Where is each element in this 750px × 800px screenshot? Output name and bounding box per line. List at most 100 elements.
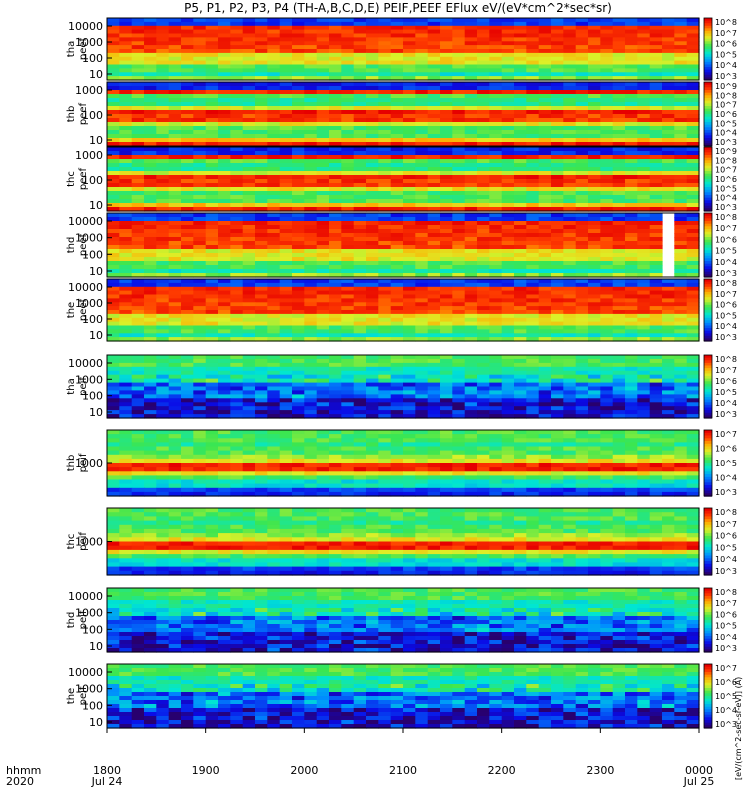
spectrogram-cell <box>119 253 133 258</box>
spectrogram-cell <box>366 394 379 399</box>
spectrogram-cell <box>588 438 601 443</box>
spectrogram-cell <box>304 138 318 143</box>
spectrogram-cell <box>575 130 589 135</box>
spectrogram-cell <box>119 49 133 54</box>
spectrogram-cell <box>649 273 663 278</box>
colorbar-segment <box>704 208 712 212</box>
spectrogram-cell <box>378 56 392 62</box>
spectrogram-cell <box>255 147 268 152</box>
spectrogram-cell <box>390 233 404 238</box>
spectrogram-cell <box>279 329 293 334</box>
spectrogram-cell <box>168 171 182 176</box>
spectrogram-cell <box>242 273 256 278</box>
spectrogram-cell <box>588 317 601 323</box>
spectrogram-cell <box>538 390 552 395</box>
spectrogram-cell <box>316 370 330 376</box>
colorbar-segment <box>704 215 712 219</box>
colorbar-tick-label: 10^7 <box>715 366 737 375</box>
spectrogram-cell <box>526 134 540 139</box>
spectrogram-cell <box>242 37 256 42</box>
spectrogram-cell <box>242 313 256 319</box>
spectrogram-cell <box>415 358 429 364</box>
spectrogram-cell <box>366 438 379 443</box>
spectrogram-cell <box>230 279 244 284</box>
spectrogram-cell <box>144 56 157 62</box>
spectrogram-cell <box>415 241 429 246</box>
spectrogram-cell <box>575 386 589 391</box>
spectrogram-cell <box>131 49 145 54</box>
spectrogram-cell <box>625 33 638 38</box>
spectrogram-cell <box>267 18 281 23</box>
spectrogram-cell <box>353 52 367 58</box>
spectrogram-cell <box>205 171 219 176</box>
spectrogram-cell <box>341 245 355 250</box>
spectrogram-cell <box>292 229 305 234</box>
colorbar-segment <box>704 378 712 382</box>
spectrogram-cell <box>625 60 638 66</box>
spectrogram-cell <box>415 286 429 292</box>
spectrogram-cell <box>193 29 207 35</box>
spectrogram-cell <box>304 290 318 296</box>
spectrogram-cell <box>119 329 133 334</box>
spectrogram-cell <box>341 302 355 307</box>
spectrogram-cell <box>649 217 663 222</box>
spectrogram-cell <box>107 434 120 439</box>
spectrogram-cell <box>526 94 540 99</box>
spectrogram-cell <box>526 64 540 69</box>
spectrogram-cell <box>427 203 441 208</box>
spectrogram-cell <box>612 249 626 254</box>
spectrogram-cell <box>390 253 404 258</box>
spectrogram-cell <box>131 21 145 27</box>
spectrogram-cell <box>193 438 207 443</box>
spectrogram-cell <box>452 362 466 368</box>
spectrogram-cell <box>255 207 268 212</box>
spectrogram-cell <box>575 362 589 368</box>
spectrogram-cell <box>686 90 700 95</box>
spectrogram-cell <box>230 122 244 127</box>
spectrogram-cell <box>144 134 157 139</box>
y-tick-label: 10000 <box>68 357 103 370</box>
spectrogram-cell <box>526 163 540 168</box>
spectrogram-cell <box>156 329 170 334</box>
spectrogram-cell <box>662 282 675 288</box>
spectrogram-cell <box>193 41 207 46</box>
spectrogram-cell <box>440 333 453 338</box>
colorbar-tick-label: 10^5 <box>715 388 737 397</box>
colorbar-tick-label: 10^8 <box>715 156 737 165</box>
spectrogram-cell <box>575 64 589 69</box>
spectrogram-cell <box>686 217 700 222</box>
spectrogram-cell <box>637 241 651 246</box>
spectrogram-cell <box>292 45 305 50</box>
spectrogram-cell <box>279 207 293 212</box>
spectrogram-cell <box>588 199 601 204</box>
spectrogram-cell <box>230 298 244 303</box>
spectrogram-cell <box>625 167 638 172</box>
spectrogram-cell <box>440 167 453 172</box>
spectrogram-cell <box>600 49 614 54</box>
spectrogram-cell <box>637 261 651 266</box>
spectrogram-cell <box>440 72 453 77</box>
spectrogram-cell <box>477 225 490 230</box>
spectrogram-cell <box>230 76 244 81</box>
spectrogram-cell <box>168 290 182 296</box>
spectrogram-cell <box>501 114 515 119</box>
spectrogram-cell <box>625 134 638 139</box>
spectrogram-cell <box>440 325 453 330</box>
spectrogram-cell <box>329 126 342 131</box>
spectrogram-cell <box>526 175 540 180</box>
spectrogram-cell <box>144 386 157 391</box>
spectrogram-cell <box>156 225 170 230</box>
spectrogram-cell <box>464 203 478 208</box>
spectrogram-cell <box>353 86 367 91</box>
spectrogram-cell <box>514 325 527 330</box>
spectrogram-cell <box>292 183 305 188</box>
spectrogram-cell <box>304 410 318 415</box>
spectrogram-cell <box>329 41 342 46</box>
spectrogram-cell <box>353 175 367 180</box>
spectrogram-cell <box>477 221 490 226</box>
spectrogram-cell <box>279 72 293 77</box>
spectrogram-cell <box>378 294 392 299</box>
spectrogram-cell <box>107 171 120 176</box>
spectrogram-cell <box>489 52 503 58</box>
spectrogram-cell <box>686 126 700 131</box>
